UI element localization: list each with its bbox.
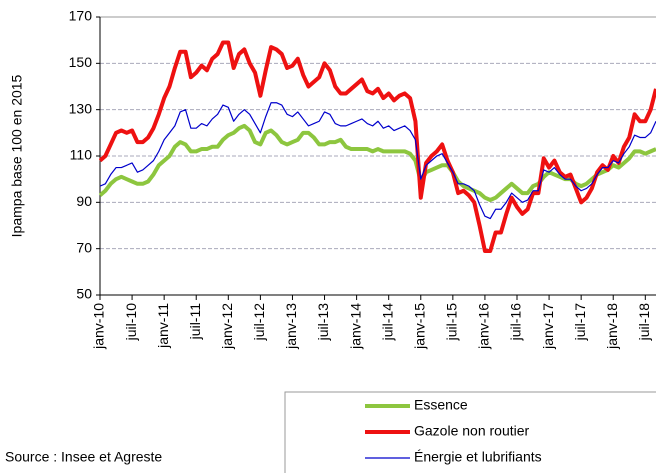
x-tick-label: juil-17 <box>572 303 588 342</box>
legend-box <box>284 391 656 473</box>
y-tick-label: 150 <box>69 54 93 70</box>
y-tick-label: 110 <box>70 147 93 163</box>
x-tick-label: janv-12 <box>219 303 235 350</box>
x-tick-label: janv-15 <box>411 303 427 350</box>
y-tick-label: 130 <box>69 100 93 116</box>
x-tick-label: janv-17 <box>540 303 556 350</box>
y-tick-label: 170 <box>69 8 93 24</box>
y-tick-label: 90 <box>76 193 92 209</box>
x-tick-label: janv-16 <box>476 303 492 350</box>
series-line <box>99 40 656 253</box>
x-tick-label: janv-11 <box>155 303 171 349</box>
x-tick-label: juil-10 <box>123 303 139 342</box>
x-tick-label: juil-13 <box>315 303 331 342</box>
y-tick-label: 70 <box>76 239 92 255</box>
legend-label: Énergie et lubrifiants <box>414 449 542 465</box>
x-tick-label: juil-16 <box>508 303 524 342</box>
series-line <box>99 123 656 203</box>
series-line <box>99 102 656 220</box>
x-tick-label: juil-14 <box>379 303 395 342</box>
source: Source : Insee et Agreste <box>5 449 162 465</box>
y-tick-label: 50 <box>76 286 92 302</box>
x-tick-label: juil-12 <box>251 303 267 342</box>
legend-label: Gazole non routier <box>414 423 530 439</box>
x-tick-label: janv-14 <box>347 303 363 350</box>
legend-label: Essence <box>414 397 468 413</box>
y-axis-label: Ipampa base 100 en 2015 <box>9 74 25 237</box>
x-tick-label: juil-15 <box>444 303 460 342</box>
x-tick-label: janv-10 <box>91 303 107 350</box>
x-tick-label: janv-13 <box>283 303 299 350</box>
x-tick-label: janv-18 <box>604 303 620 350</box>
x-tick-label: juil-18 <box>636 303 652 342</box>
x-tick-label: juil-11 <box>187 303 203 341</box>
